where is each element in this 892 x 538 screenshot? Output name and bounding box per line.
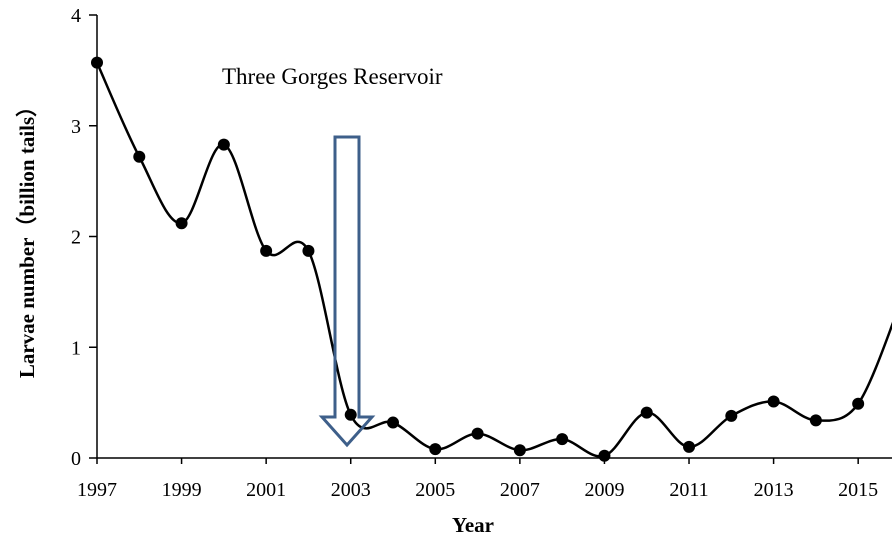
point (217, 138, 230, 151)
point (767, 395, 780, 408)
x-tick-label: 2011 (669, 479, 708, 501)
point (175, 217, 188, 230)
point (513, 444, 526, 457)
point (852, 397, 865, 410)
y-tick-label: 4 (71, 5, 81, 27)
x-tick-label: 2001 (246, 479, 286, 501)
plot-area: 0 1 2 3 4 1997 1999 2001 2003 2005 2007 2009 2011 201… (71, 5, 892, 501)
series-group (91, 56, 892, 462)
reservoir-arrow (318, 135, 376, 448)
y-tick-label: 1 (71, 337, 81, 359)
point (302, 244, 315, 257)
y-tick-label: 2 (71, 227, 81, 249)
point (91, 56, 103, 69)
point (260, 244, 273, 257)
point (809, 414, 822, 427)
x-axis-title: Year (452, 513, 494, 537)
y-axis-title: Larvae number（billion tails） (15, 96, 39, 378)
x-tick-label: 2003 (331, 479, 371, 501)
x-tick-label: 1999 (162, 479, 202, 501)
point (598, 449, 611, 462)
point (133, 150, 146, 163)
point (725, 409, 738, 422)
point (683, 440, 696, 453)
point (556, 433, 569, 446)
annotation: Three Gorges Reservoir (222, 64, 443, 89)
point (429, 443, 442, 456)
x-tick-label: 2013 (754, 479, 794, 501)
point (387, 416, 400, 429)
x-tick-label: 2009 (584, 479, 624, 501)
x-tick-label: 2007 (500, 479, 540, 501)
point (640, 406, 653, 419)
y-tick-label: 0 (71, 448, 81, 470)
x-tick-label: 1997 (77, 479, 117, 501)
x-tick-label: 2015 (838, 479, 878, 501)
y-tick-label: 3 (71, 116, 81, 138)
point (471, 427, 484, 440)
x-tick-label: 2005 (415, 479, 455, 501)
point (344, 408, 357, 421)
